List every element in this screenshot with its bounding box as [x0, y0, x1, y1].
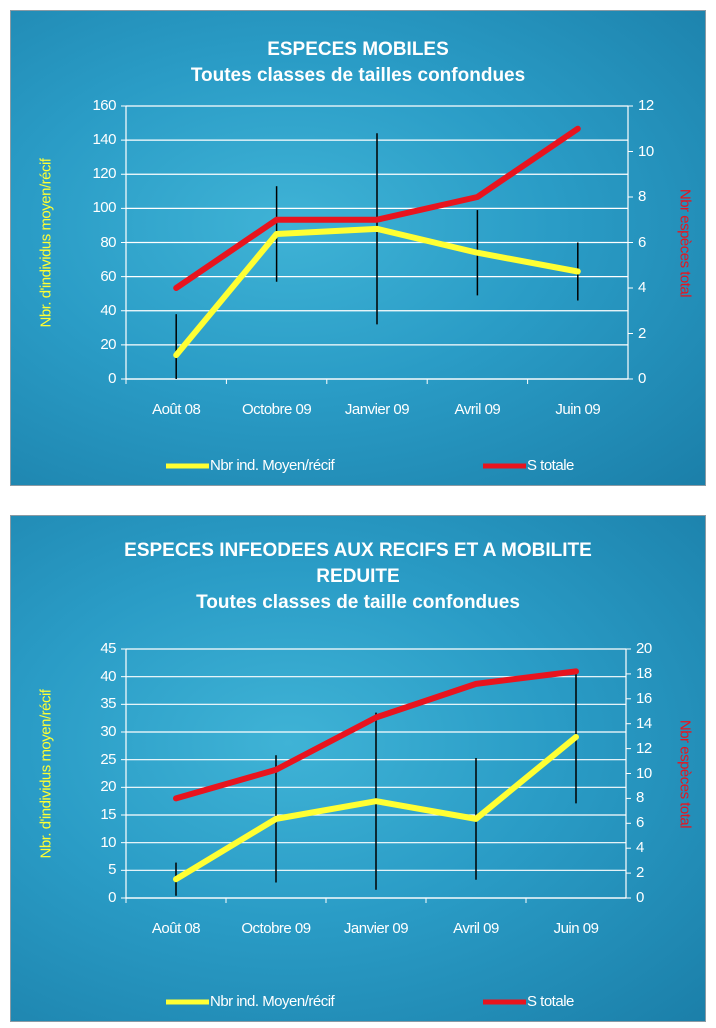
y2-tick-label: 4	[636, 839, 644, 857]
series-line	[173, 225, 581, 359]
series-line	[173, 125, 581, 291]
y2-tick-label: 8	[636, 789, 644, 807]
y-tick-label: 45	[100, 640, 116, 657]
y-tick-label: 40	[100, 301, 116, 319]
y2-tick-label: 14	[636, 714, 652, 732]
y-tick-label: 35	[100, 695, 116, 713]
y2-axis-title: Nbr espèces total	[676, 719, 694, 828]
legend-label: Nbr ind. Moyen/récif	[210, 457, 335, 474]
y2-tick-label: 0	[638, 370, 646, 387]
y-tick-label: 10	[100, 833, 116, 851]
x-tick-label: Octobre 09	[241, 920, 311, 937]
y2-tick-label: 0	[636, 889, 644, 906]
y-tick-label: 20	[100, 335, 116, 353]
chart-subtitle: Toutes classes de tailles confondues	[190, 65, 526, 86]
chart-panel: ESPECES INFEODEES AUX RECIFS ET A MOBILI…	[10, 515, 706, 1022]
chart	[121, 648, 631, 1005]
x-tick-label: Avril 09	[454, 401, 501, 418]
titles: ESPECES MOBILES Toutes classes de tailles…	[11, 37, 705, 89]
x-tick-label: Août 08	[151, 920, 201, 937]
y2-tick-label: 4	[638, 279, 646, 296]
y-tick-label: 25	[100, 750, 116, 768]
y-tick-label: 40	[100, 667, 116, 685]
y-tick-label: 140	[92, 131, 116, 149]
y2-axis-title: Nbr espèces total	[676, 188, 694, 297]
y-tick-label: 0	[108, 889, 116, 906]
series-line	[173, 733, 579, 883]
legend-label: S totale	[527, 457, 574, 474]
y-tick-label: 120	[92, 165, 116, 183]
y-tick-label: 20	[100, 778, 116, 796]
legend-label: Nbr ind. Moyen/récif	[210, 993, 335, 1010]
y-axis-title: Nbr. d'individus moyen/récif	[37, 689, 55, 858]
y-axis-title: Nbr. d'individus moyen/récif	[37, 158, 55, 327]
y2-tick-label: 8	[638, 188, 646, 205]
chart-title: ESPECES INFEODEES AUX RECIFS ET A MOBILI…	[124, 540, 592, 587]
series-line	[173, 668, 579, 802]
y2-tick-label: 2	[636, 864, 644, 882]
titles: ESPECES INFEODEES AUX RECIFS ET A MOBILI…	[11, 538, 705, 616]
y2-tick-label: 6	[636, 814, 644, 832]
x-tick-label: Octobre 09	[241, 401, 312, 418]
y2-tick-label: 12	[638, 97, 654, 114]
legend-label: S totale	[527, 993, 574, 1010]
y-tick-label: 0	[108, 370, 116, 387]
x-tick-label: Juin 09	[553, 920, 599, 937]
chart	[121, 105, 633, 469]
x-tick-label: Janvier 09	[343, 920, 409, 937]
y-tick-label: 30	[100, 723, 116, 740]
y2-tick-label: 18	[636, 664, 652, 682]
y2-tick-label: 2	[638, 324, 646, 342]
y-tick-label: 160	[92, 97, 116, 114]
x-tick-label: Août 08	[152, 401, 201, 418]
y-tick-label: 80	[100, 233, 116, 251]
x-tick-label: Juin 09	[555, 401, 601, 418]
chart-panel: ESPECES MOBILES Toutes classes de tailles…	[10, 10, 706, 486]
y-tick-label: 5	[108, 861, 116, 879]
x-tick-label: Avril 09	[453, 920, 499, 937]
y2-tick-label: 10	[638, 142, 654, 160]
y2-tick-label: 16	[636, 689, 652, 707]
chart-subtitle: Toutes classes de taille confondues	[196, 592, 520, 613]
y-tick-label: 100	[92, 199, 116, 217]
y-tick-label: 15	[100, 806, 116, 823]
y2-tick-label: 20	[636, 640, 652, 657]
y2-tick-label: 12	[636, 739, 652, 757]
y-tick-label: 60	[100, 267, 116, 285]
y2-tick-label: 6	[638, 233, 646, 251]
x-tick-label: Janvier 09	[344, 401, 410, 418]
chart-title: ESPECES MOBILES	[267, 39, 449, 60]
y2-tick-label: 10	[636, 764, 652, 782]
